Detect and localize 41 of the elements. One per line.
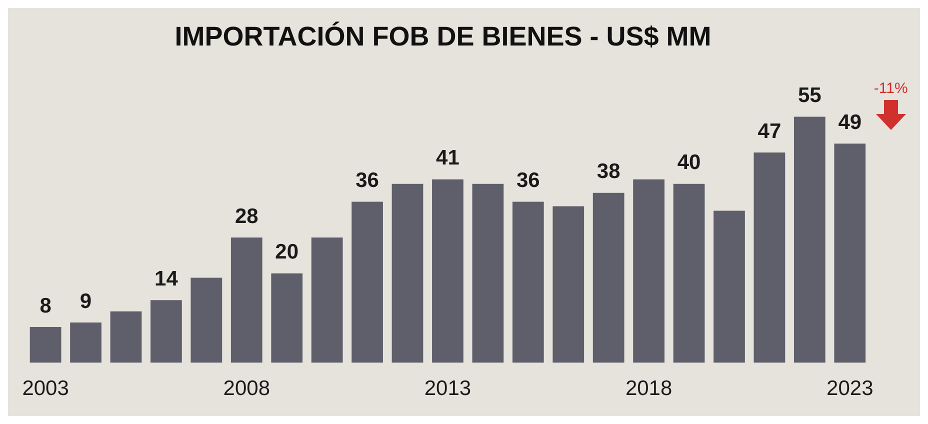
data-label: 40	[677, 151, 701, 174]
bar	[472, 184, 504, 363]
x-tick-label: 2018	[625, 377, 672, 400]
text: -11%	[874, 80, 908, 98]
bar	[110, 311, 142, 363]
bar	[352, 202, 383, 363]
bar	[834, 144, 866, 363]
data-label: 41	[436, 146, 460, 170]
data-label: 20	[275, 240, 299, 264]
bar	[311, 238, 343, 363]
bar	[794, 116, 826, 363]
data-label: 36	[356, 169, 379, 192]
bar	[592, 192, 624, 363]
data-label: 36	[516, 169, 540, 192]
bar	[230, 238, 262, 363]
bar	[673, 184, 705, 363]
x-tick-label: 2023	[826, 377, 874, 400]
bar	[714, 210, 745, 363]
x-tick-label: 2008	[223, 377, 270, 400]
chart-title: IMPORTACIÓN FOB DE BIENES - US$ MM	[174, 22, 712, 52]
bar	[271, 273, 303, 363]
bar	[552, 206, 584, 363]
data-label: 28	[234, 204, 259, 228]
x-tick-label: 2003	[22, 377, 69, 400]
bar	[432, 179, 464, 363]
data-label: 47	[758, 120, 782, 143]
data-label: 9	[80, 290, 92, 313]
bar	[754, 152, 786, 363]
x-tick-label: 2013	[424, 377, 472, 400]
data-label: 14	[154, 267, 178, 290]
bar	[392, 184, 424, 363]
bar	[512, 202, 544, 363]
bar	[633, 179, 664, 363]
bar	[190, 278, 222, 363]
data-label: 49	[838, 110, 862, 134]
data-label: 8	[40, 294, 52, 318]
data-label: 38	[596, 160, 621, 184]
bar	[150, 300, 182, 363]
data-label: 55	[798, 84, 822, 108]
bar	[70, 322, 102, 363]
bar	[30, 327, 62, 363]
